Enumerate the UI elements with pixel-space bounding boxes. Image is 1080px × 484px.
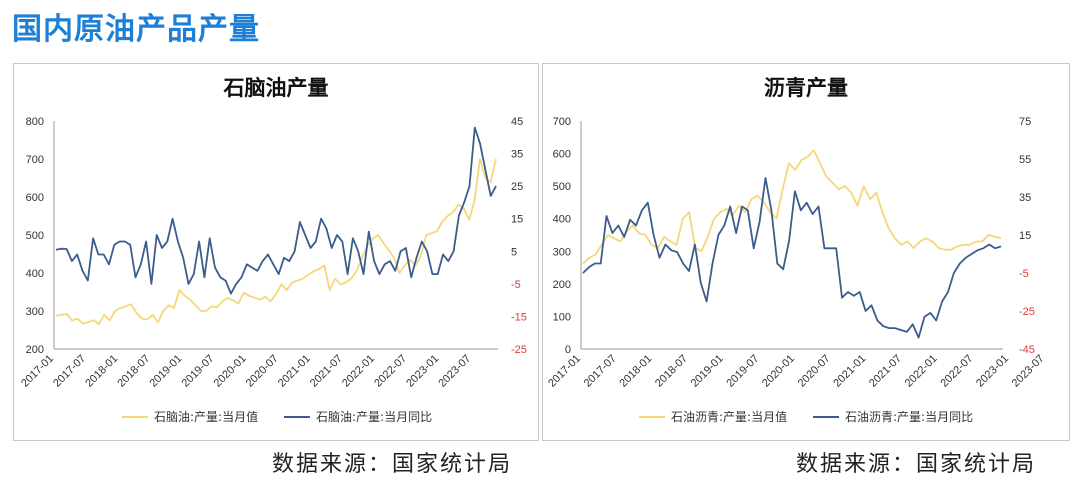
y-right-tick-label: -5 (511, 279, 521, 291)
x-tick-label: 2018-01 (83, 353, 120, 390)
y-right-tick-label: 55 (1019, 154, 1031, 166)
series-line-monthly-value (55, 158, 497, 326)
y-left-tick-label: 600 (26, 192, 44, 204)
y-right-tick-label: 5 (511, 246, 517, 258)
x-tick-label: 2020-07 (244, 353, 281, 390)
y-right-tick-label: -45 (1019, 344, 1035, 356)
x-tick-label: 2023-07 (1010, 353, 1047, 390)
page-title: 国内原油产品产量 (12, 12, 260, 47)
chart-title: 沥青产量 (764, 76, 848, 100)
source-note: 数据来源：国家统计局 (272, 452, 513, 477)
x-tick-label: 2017-07 (582, 353, 619, 390)
y-right-tick-label: 15 (511, 214, 523, 226)
y-left-tick-label: 400 (26, 268, 44, 280)
y-left-tick-label: 200 (553, 279, 571, 291)
x-tick-label: 2021-07 (867, 353, 904, 390)
series-line-monthly-value (582, 149, 1002, 265)
x-tick-label: 2019-07 (724, 353, 761, 390)
x-tick-label: 2017-01 (546, 353, 583, 390)
legend-label: 石脑油:产量:当月值 (154, 409, 258, 424)
x-tick-label: 2021-07 (308, 353, 345, 390)
y-left-tick-label: 700 (553, 116, 571, 128)
y-left-tick-label: 500 (553, 181, 571, 193)
series-line-yoy (582, 177, 1002, 339)
y-right-tick-label: -25 (511, 344, 527, 356)
x-tick-label: 2020-01 (212, 353, 249, 390)
x-tick-label: 2021-01 (831, 353, 868, 390)
x-tick-label: 2019-07 (180, 353, 217, 390)
y-left-tick-label: 400 (553, 214, 571, 226)
source-note: 数据来源：国家统计局 (796, 452, 1037, 477)
y-right-tick-label: -25 (1019, 306, 1035, 318)
x-tick-label: 2020-07 (796, 353, 833, 390)
x-tick-label: 2020-01 (760, 353, 797, 390)
y-left-tick-label: 600 (553, 149, 571, 161)
x-tick-label: 2018-07 (115, 353, 152, 390)
x-tick-label: 2018-01 (617, 353, 654, 390)
legend-label: 石油沥青:产量:当月值 (671, 409, 787, 424)
y-right-tick-label: 35 (1019, 192, 1031, 204)
y-left-tick-label: 300 (553, 246, 571, 258)
y-right-tick-label: -5 (1019, 268, 1029, 280)
y-right-tick-label: 45 (511, 116, 523, 128)
x-tick-label: 2022-01 (340, 353, 377, 390)
y-left-tick-label: 500 (26, 230, 44, 242)
y-right-tick-label: 25 (511, 181, 523, 193)
series-line-yoy (55, 126, 497, 295)
asphalt-chart-panel: 沥青产量 0 100 200 300 400 500 600 700 -45 -25 -5 15 35 5… (542, 63, 1070, 441)
x-tick-label: 2019-01 (689, 353, 726, 390)
x-tick-label: 2023-01 (404, 353, 441, 390)
naphtha-chart-panel: 石脑油产量 200 300 400 500 600 700 800 -25 -15 -5 5 15 25… (13, 63, 539, 441)
naphtha-chart: 200 300 400 500 600 700 800 -25 -15 -5 5 15 25 35 45 20… (19, 116, 527, 424)
y-left-tick-label: 300 (26, 306, 44, 318)
x-tick-label: 2022-07 (938, 353, 975, 390)
y-left-tick-label: 100 (553, 311, 571, 323)
x-tick-label: 2022-01 (903, 353, 940, 390)
legend-label: 石脑油:产量:当月同比 (316, 410, 432, 424)
x-tick-label: 2019-01 (147, 353, 184, 390)
x-tick-label: 2018-07 (653, 353, 690, 390)
y-left-tick-label: 700 (26, 154, 44, 166)
y-left-tick-label: 800 (26, 116, 44, 128)
chart-title: 石脑油产量 (223, 76, 329, 100)
y-right-tick-label: 15 (1019, 230, 1031, 242)
x-tick-label: 2023-07 (436, 353, 473, 390)
x-tick-label: 2017-01 (19, 353, 56, 390)
x-tick-label: 2022-07 (372, 353, 409, 390)
x-tick-label: 2021-01 (276, 353, 313, 390)
y-right-tick-label: 75 (1019, 116, 1031, 128)
x-tick-label: 2017-07 (51, 353, 88, 390)
y-left-tick-label: 200 (26, 344, 44, 356)
y-left-tick-label: 0 (565, 344, 571, 356)
y-right-tick-label: 35 (511, 149, 523, 161)
asphalt-chart: 0 100 200 300 400 500 600 700 -45 -25 -5 15 35 55 75 20… (546, 116, 1047, 424)
x-tick-label: 2023-01 (974, 353, 1011, 390)
y-right-tick-label: -15 (511, 311, 527, 323)
legend-label: 石油沥青:产量:当月同比 (845, 410, 973, 424)
